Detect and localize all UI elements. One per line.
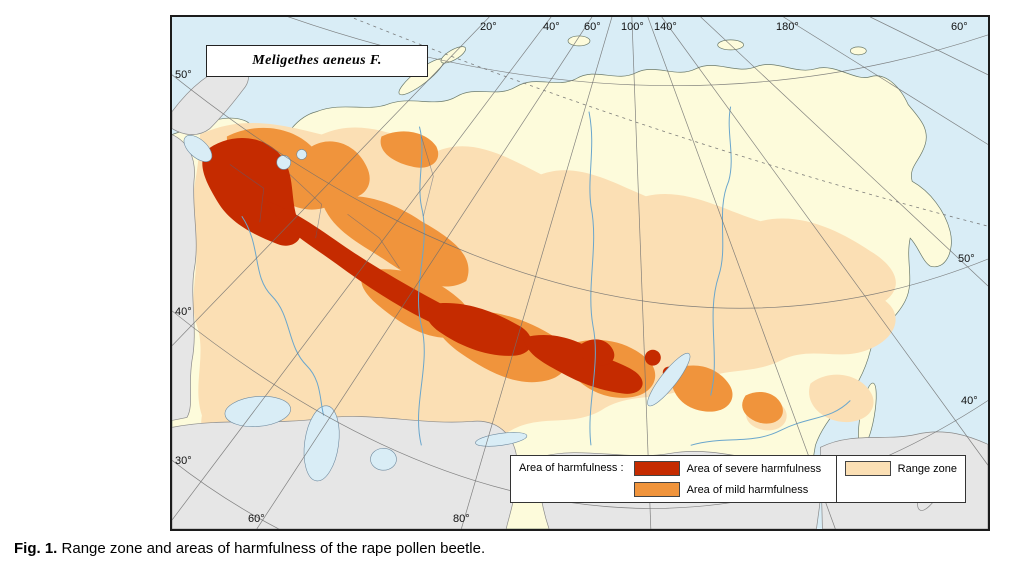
- map-svg: [172, 17, 988, 529]
- baltic-belarus-strip: [172, 134, 197, 421]
- severe-zone-satellite-1: [644, 349, 661, 366]
- severe-zone-east-cluster: [523, 335, 643, 394]
- oblast-border-2: [289, 174, 323, 239]
- graticule-layer: [172, 17, 988, 529]
- lon-label-40: 40°: [543, 21, 560, 33]
- legend-item-severe: Area of severe harmfulness: [633, 461, 822, 476]
- lon-label-20: 20°: [480, 21, 497, 33]
- parallel-60: [287, 17, 988, 86]
- legend-box: Area of harmfulness : Area of severe har…: [510, 455, 966, 503]
- meridian-100: [631, 17, 652, 529]
- severe-zone-layer: [202, 137, 675, 394]
- oblast-border-3: [347, 213, 400, 269]
- lake-onega: [296, 149, 307, 160]
- arctic-circle-line: [349, 17, 988, 227]
- lat-label-40-right: 40°: [961, 395, 978, 407]
- severe-zone-east-lobe: [578, 339, 615, 366]
- range-zone-fareast-blob: [809, 374, 874, 423]
- aral-sea: [370, 448, 397, 471]
- figure-caption: Fig. 1. Range zone and areas of harmfuln…: [14, 540, 485, 557]
- black-sea: [224, 396, 291, 427]
- lena-river: [710, 106, 732, 396]
- lakes-layer: [183, 135, 691, 482]
- mild-zone-baikal: [670, 365, 733, 412]
- severe-label: Area of severe harmfulness: [686, 462, 822, 475]
- lat-label-30-left: 30°: [175, 455, 192, 467]
- map-panel: 20° 40° 60° 100° 140° 180° 60° 50° 40° 3…: [170, 15, 990, 531]
- mild-zone-patch-north: [380, 131, 439, 168]
- oblast-border-4: [421, 136, 434, 217]
- mild-label: Area of mild harmfulness: [686, 483, 809, 496]
- lake-ladoga: [276, 155, 292, 170]
- species-title: Meligethes aeneus F.: [252, 53, 382, 68]
- legend-items: Area of severe harmfulness Area of mild …: [633, 461, 822, 497]
- range-swatch: [844, 461, 891, 476]
- legend-range-section: Range zone: [835, 456, 965, 502]
- novaya-zemlya-north-island: [440, 46, 467, 64]
- caption-text: Range zone and areas of harmfulness of t…: [61, 540, 486, 557]
- caption-label: Fig. 1.: [14, 540, 58, 557]
- lon-label-140: 140°: [654, 21, 677, 33]
- volga-river: [241, 215, 325, 416]
- yenisei-river: [588, 111, 596, 446]
- meridian-140: [661, 17, 988, 466]
- meridian-20: [172, 17, 490, 346]
- meridian-80: [460, 17, 613, 529]
- mild-swatch: [633, 482, 680, 497]
- severe-swatch: [633, 461, 680, 476]
- species-title-box: Meligethes aeneus F.: [206, 45, 428, 77]
- legend-item-mild: Area of mild harmfulness: [633, 482, 822, 497]
- meridian-180: [783, 17, 988, 145]
- lon-label-180: 180°: [776, 21, 799, 33]
- range-label: Range zone: [897, 462, 957, 475]
- lon-label-60-bottom: 60°: [248, 513, 265, 525]
- lon-label-80-bottom: 80°: [453, 513, 470, 525]
- wrangel-island: [849, 46, 867, 56]
- lat-label-50-right: 50°: [958, 253, 975, 265]
- lon-label-60: 60°: [584, 21, 601, 33]
- meridian-40: [172, 17, 552, 521]
- meridian-60: [256, 17, 593, 529]
- lon-label-100: 100°: [621, 21, 644, 33]
- baltic-sea: [183, 135, 213, 162]
- severe-zone-mid-mass: [426, 303, 532, 356]
- mild-zone-east-small: [742, 391, 783, 424]
- severe-zone-northwest-mass: [202, 137, 302, 246]
- lat-label-60-topright: 60°: [951, 21, 968, 33]
- rivers-layer: [241, 106, 851, 446]
- meridian-120: [647, 17, 836, 529]
- severnaya-zemlya-island: [567, 35, 591, 47]
- mild-zone-mid: [321, 196, 469, 287]
- legend-title: Area of harmfulness :: [519, 462, 624, 474]
- oblast-border-1: [229, 164, 265, 223]
- lat-label-40-left: 40°: [175, 306, 192, 318]
- parallel-50: [172, 74, 988, 309]
- lake-baikal: [647, 352, 691, 407]
- lat-label-50-left: 50°: [175, 69, 192, 81]
- meridian-200: [870, 17, 988, 76]
- ob-river: [418, 126, 425, 446]
- amur-river: [690, 400, 851, 446]
- parallel-30: [172, 459, 280, 529]
- legend-main-section: Area of harmfulness : Area of severe har…: [511, 456, 836, 502]
- borders-layer: [229, 136, 434, 269]
- meridian-160: [700, 17, 988, 287]
- caspian-sea: [303, 405, 340, 482]
- legend-item-range: Range zone: [844, 461, 957, 476]
